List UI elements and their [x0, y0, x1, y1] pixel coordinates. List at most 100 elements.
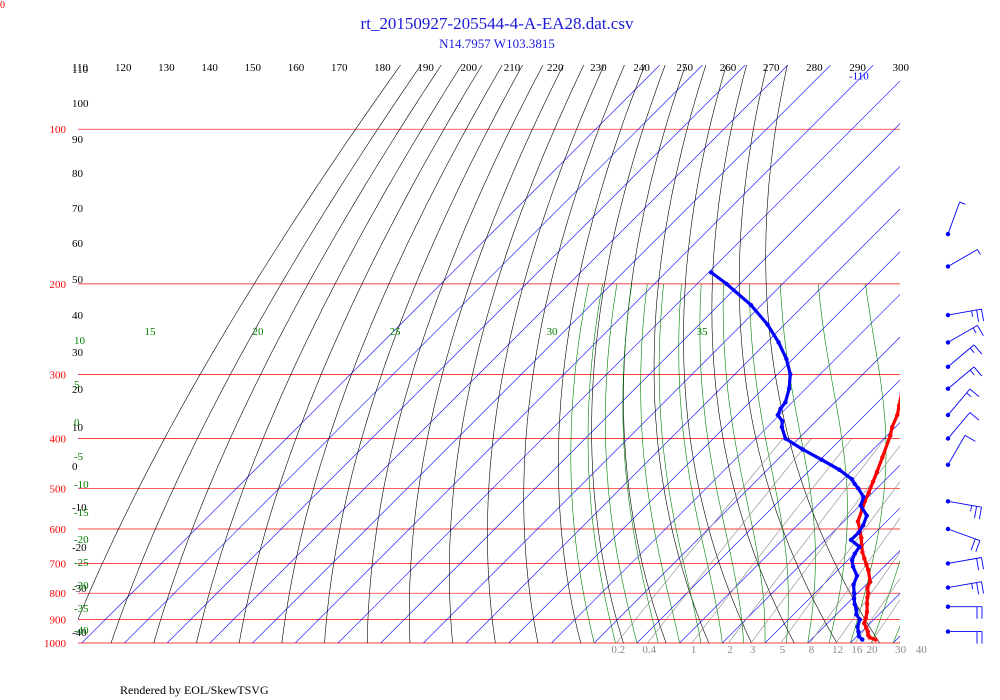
dewpoint-profile-point: [779, 424, 785, 430]
theta-tick-label: 290: [849, 62, 866, 74]
temperature-profile-point: [864, 601, 870, 607]
dry-adiabat-line: [110, 65, 422, 643]
theta-tick-label: 130: [158, 62, 175, 74]
isotherm-line: [209, 65, 789, 643]
altitude-label: 0: [72, 461, 78, 473]
dry-adiabat-line: [153, 65, 442, 643]
pressure-tick-label: 700: [50, 558, 67, 570]
mixing-ratio-line: [855, 577, 900, 643]
moist-adiabat-line: [699, 283, 744, 643]
temperature-profile-point: [865, 595, 870, 600]
dewpoint-profile-point: [850, 564, 856, 569]
wind-barb-point: [945, 412, 951, 418]
isotherm-line: [636, 379, 900, 643]
dewpoint-profile-point: [861, 494, 866, 500]
pressure-tick-label: 200: [50, 279, 67, 291]
wind-barb-staff: [947, 435, 966, 466]
temperature-grid-label: -110: [849, 70, 869, 82]
dry-adiabat-line: [196, 65, 462, 643]
dewpoint-profile-point: [783, 400, 788, 405]
moist-adiabat-line: [915, 284, 1000, 643]
theta-tick-label: 230: [590, 62, 607, 74]
isotherm-line: [807, 550, 900, 643]
mixing-ratio-line: [835, 551, 900, 643]
theta-tick-label: 140: [201, 62, 218, 74]
dry-adiabat-line: [487, 65, 605, 643]
isotherm-line: [850, 592, 900, 643]
isotherm-line: [593, 336, 900, 643]
moist-adiabat-left-label: -35: [74, 603, 89, 615]
wind-barb-point: [945, 386, 951, 391]
temperature-profile-point: [947, 120, 951, 124]
temperature-profile-point: [889, 424, 895, 430]
temperature-profile-point: [932, 210, 936, 214]
wind-barb-halfflag: [972, 327, 977, 334]
temperature-profile-point: [873, 637, 878, 642]
temperature-profile-point: [863, 616, 868, 621]
theta-tick-label: 270: [763, 62, 780, 74]
moist-adiabat-left-label: -40: [74, 625, 89, 637]
temperature-profile-point: [937, 148, 941, 152]
isotherm-line: [551, 294, 900, 643]
dry-adiabat-line: [238, 65, 483, 643]
mixing-ratio-line: [750, 445, 900, 643]
dewpoint-profile-point: [858, 503, 863, 508]
dewpoint-profile-point: [775, 412, 780, 418]
dry-adiabat-line: [281, 65, 503, 643]
wind-barb-flag: [976, 582, 980, 595]
temperature-profile-point: [859, 535, 864, 541]
isotherm-line: [81, 65, 661, 643]
temperature-profile-point: [946, 131, 950, 135]
temperature-profile-point: [930, 232, 934, 236]
wind-barb-halfflag: [966, 392, 972, 398]
temperature-profile-point: [866, 591, 871, 596]
moist-adiabat-line: [570, 283, 595, 643]
mixing-ratio-line: [647, 438, 812, 643]
sounding-profiles: [708, 120, 951, 642]
dewpoint-profile-point: [849, 477, 855, 482]
mixing-ratio-label: 30: [895, 644, 907, 656]
temperature-profile-point: [864, 562, 869, 568]
pressure-tick-label: 300: [50, 369, 67, 381]
pressure-tick-label: 500: [50, 483, 67, 495]
wind-barb-flag: [975, 540, 981, 553]
mixing-ratio-line: [728, 438, 886, 643]
wind-barb-point: [945, 526, 951, 532]
dewpoint-profile-point: [765, 322, 770, 327]
temperature-profile-point: [904, 372, 908, 376]
theta-tick-label: 150: [245, 62, 262, 74]
mixing-ratio-label: 0.2: [611, 644, 625, 656]
temperature-profile-point: [916, 322, 920, 326]
altitude-label: -20: [72, 542, 87, 554]
theta-tick-label: 200: [461, 62, 478, 74]
pressure-tick-label: 400: [50, 434, 67, 446]
dewpoint-profile-point: [780, 418, 785, 424]
dewpoint-profile-point: [786, 386, 792, 391]
isotherm-line: [764, 507, 900, 643]
wind-barb-staff: [947, 528, 981, 542]
wind-barb-staff: [947, 500, 982, 508]
altitude-label: 70: [72, 203, 84, 215]
mixing-ratio-label: 8: [809, 644, 815, 656]
mixing-ratio-label: 2: [727, 644, 733, 656]
theta-tick-label: 240: [633, 62, 650, 74]
temperature-profile-point: [862, 556, 867, 561]
dry-adiabat-line: [523, 65, 625, 643]
corner-label: 0: [0, 0, 5, 11]
altitude-label: -40: [72, 627, 87, 639]
temperature-profile-point: [923, 276, 927, 280]
wind-barb-point: [945, 585, 951, 590]
wind-barb-flag: [981, 309, 985, 322]
wind-barb-flag: [976, 558, 980, 571]
wind-barb-flag: [981, 581, 985, 594]
moist-adiabat-line: [817, 283, 848, 643]
moist-adiabat-line: [850, 283, 887, 643]
dewpoint-profile-point: [854, 607, 859, 612]
temperature-profile-point: [899, 390, 900, 394]
temperature-profile-point: [864, 625, 869, 631]
dewpoint-profile-point: [852, 551, 857, 556]
dry-adiabat-line: [653, 65, 710, 643]
wind-barb-halfflag: [971, 583, 974, 590]
moist-adiabat-grid: [570, 283, 1000, 643]
wind-barb-point: [945, 364, 951, 369]
